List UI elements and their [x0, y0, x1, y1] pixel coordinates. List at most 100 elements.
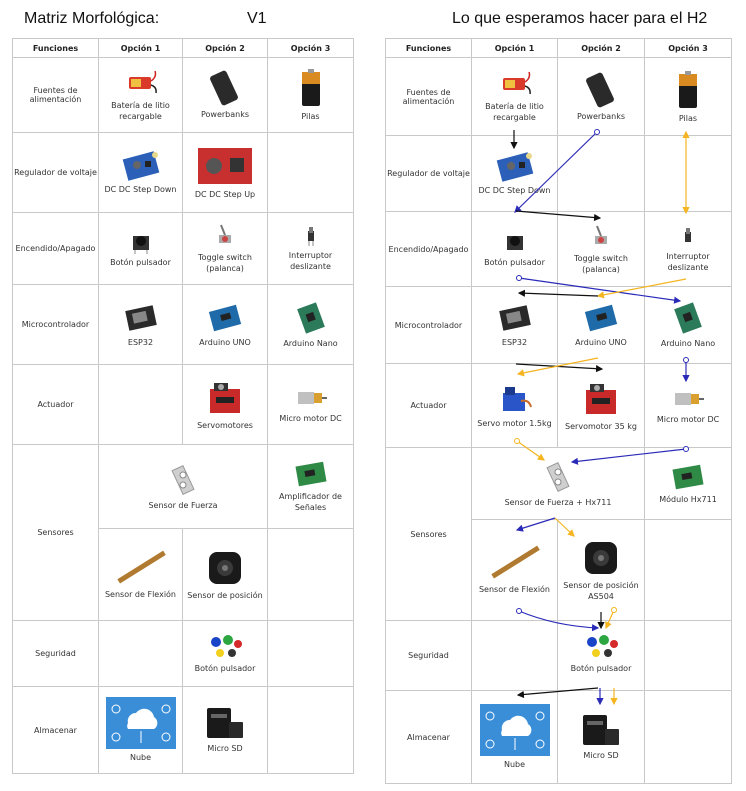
header-opcion-1: Opción 1	[98, 38, 183, 58]
option-cell: DC DC Step Down	[98, 132, 183, 213]
option-cell: Botón pulsador	[471, 211, 558, 287]
option-cell: Pilas	[644, 57, 732, 136]
option-cell: Arduino Nano	[267, 284, 354, 365]
header-funciones: Funciones	[385, 38, 472, 58]
push-button-icon	[506, 236, 523, 250]
function-cell: Almacenar	[385, 690, 472, 784]
morphological-matrix-v1: Funciones Opción 1 Opción 2 Opción 3 Fue…	[12, 38, 354, 774]
option-cell: Interruptor deslizante	[644, 211, 732, 287]
encoder-icon	[585, 541, 617, 574]
cloud-icon	[479, 704, 550, 756]
option-cell	[644, 135, 732, 212]
function-cell: Seguridad	[12, 620, 99, 687]
option-cell	[471, 620, 558, 691]
aa-battery-icon	[301, 69, 320, 106]
cloud-icon	[105, 697, 176, 749]
option-cell: Amplificador de Señales	[267, 444, 354, 529]
slide-switch-icon	[307, 227, 314, 246]
buck-converter-icon	[122, 150, 159, 181]
arduino-uno-icon	[584, 304, 618, 332]
flex-sensor-icon	[116, 550, 166, 583]
servo-icon	[502, 386, 532, 411]
function-cell: Encendido/Apagado	[12, 212, 99, 285]
function-cell: Microcontrolador	[12, 284, 99, 365]
option-cell: Servomotor 35 kg	[557, 363, 645, 448]
function-cell: Almacenar	[12, 686, 99, 774]
option-cell: Arduino UNO	[557, 286, 645, 364]
h2-title: Lo que esperamos hacer para el H2	[452, 10, 708, 27]
function-cell: Fuentes de alimentación	[385, 57, 472, 136]
option-cell	[98, 364, 183, 445]
function-cell: Sensores	[12, 444, 99, 621]
version-label: V1	[247, 10, 267, 27]
micro-sd-icon	[207, 708, 243, 738]
arduino-uno-icon	[208, 304, 242, 331]
toggle-switch-icon	[595, 225, 607, 244]
option-cell: Arduino Nano	[644, 286, 732, 364]
function-cell: Regulador de voltaje	[385, 135, 472, 212]
option-cell: Servomotores	[182, 364, 268, 445]
header-opcion-3: Opción 3	[267, 38, 354, 58]
option-cell	[557, 135, 645, 212]
esp32-icon	[124, 304, 157, 331]
servo-icon	[586, 383, 616, 414]
option-cell: Micro SD	[557, 690, 645, 784]
slide-switch-icon	[685, 227, 691, 242]
option-cell: Sensor de Fuerza	[98, 444, 268, 529]
option-cell: Nube	[98, 686, 183, 774]
option-cell: Micro motor DC	[644, 363, 732, 448]
morphological-matrix-h2: Funciones Opción 1 Opción 2 Opción 3 Fue…	[385, 38, 732, 784]
function-cell: Sensores	[385, 447, 472, 621]
option-cell: Botón pulsador	[182, 620, 268, 687]
function-cell: Fuentes de alimentación	[12, 57, 99, 133]
option-cell: Arduino UNO	[182, 284, 268, 365]
option-cell: Toggle switch (palanca)	[557, 211, 645, 287]
header-opcion-1: Opción 1	[471, 38, 558, 58]
header-opcion-2: Opción 2	[182, 38, 268, 58]
option-cell: Sensor de Flexión	[471, 519, 558, 621]
arduino-nano-icon	[674, 302, 702, 334]
matrix-title: Matriz Morfológica:	[24, 10, 160, 27]
function-cell: Encendido/Apagado	[385, 211, 472, 287]
option-cell: Nube	[471, 690, 558, 784]
arduino-nano-icon	[296, 301, 325, 334]
function-cell: Regulador de voltaje	[12, 132, 99, 213]
option-cell: Sensor de Fuerza + Hx711	[471, 447, 645, 520]
flex-sensor-icon	[490, 545, 540, 579]
option-cell: Servo motor 1.5kg	[471, 363, 558, 448]
option-cell: Sensor de Flexión	[98, 528, 183, 621]
micro-sd-icon	[583, 715, 619, 745]
option-cell: DC DC Step Down	[471, 135, 558, 212]
servo-icon	[210, 382, 240, 413]
header-opcion-2: Opción 2	[557, 38, 645, 58]
option-cell: Powerbanks	[182, 57, 268, 133]
option-cell: Batería de litio recargable	[471, 57, 558, 136]
push-button-icon	[132, 235, 149, 254]
powerbank-icon	[210, 70, 238, 106]
option-cell: Botón pulsador	[98, 212, 183, 285]
option-cell	[267, 528, 354, 621]
option-cell: DC DC Step Up	[182, 132, 268, 213]
toggle-switch-icon	[219, 224, 231, 243]
micro-motor-icon	[675, 392, 704, 405]
battery-pack-icon	[128, 70, 157, 93]
option-cell	[644, 519, 732, 621]
option-cell: Pilas	[267, 57, 354, 133]
function-cell: Actuador	[12, 364, 99, 445]
option-cell	[644, 690, 732, 784]
colored-buttons-icon	[211, 634, 242, 657]
micro-motor-icon	[297, 391, 327, 404]
powerbank-icon	[586, 72, 614, 107]
header-funciones: Funciones	[12, 38, 99, 58]
option-cell: Botón pulsador	[557, 620, 645, 691]
option-cell: Batería de litio recargable	[98, 57, 183, 133]
option-cell: Interruptor deslizante	[267, 212, 354, 285]
option-cell: ESP32	[471, 286, 558, 364]
header-opcion-3: Opción 3	[644, 38, 732, 58]
option-cell: ESP32	[98, 284, 183, 365]
function-cell: Seguridad	[385, 620, 472, 691]
option-cell: Sensor de posición	[182, 528, 268, 621]
load-cell-icon	[546, 461, 570, 492]
option-cell: Powerbanks	[557, 57, 645, 136]
option-cell	[267, 686, 354, 774]
